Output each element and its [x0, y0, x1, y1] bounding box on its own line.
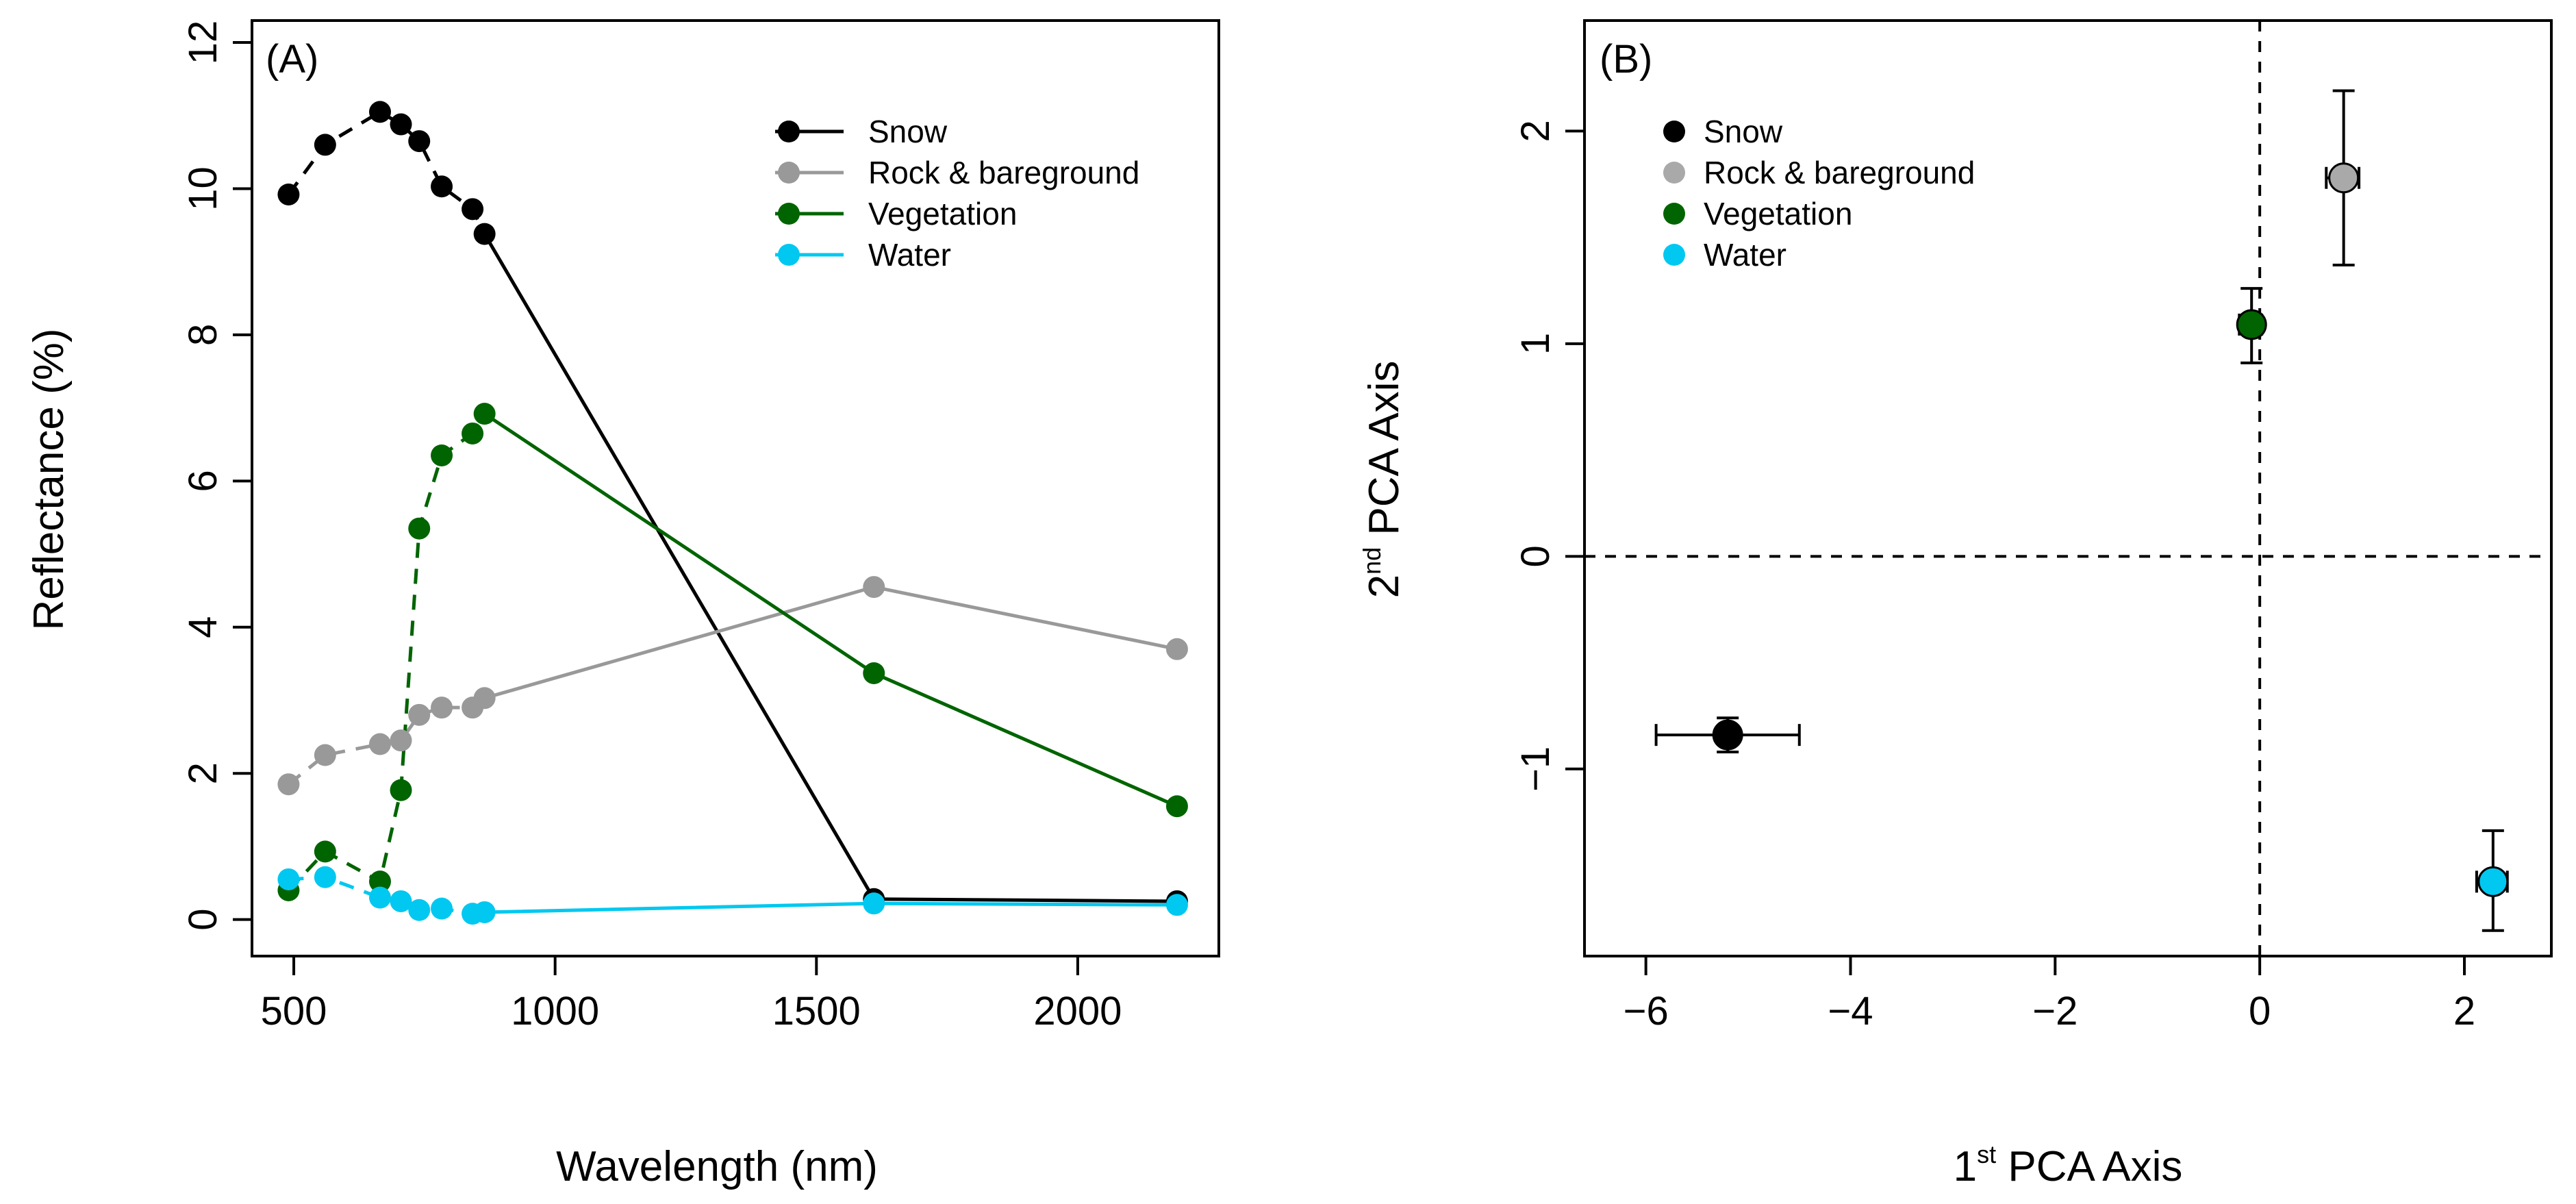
data-point-rock-bareground — [863, 576, 885, 599]
legend-label-vegetation: Vegetation — [868, 196, 1017, 231]
data-point-rock-bareground — [473, 687, 496, 710]
panel-a-x-axis: 500 1000 1500 2000 — [261, 956, 1122, 1033]
panel-b-plot-frame — [1583, 19, 2553, 957]
data-point-water — [390, 890, 412, 912]
data-point-vegetation — [473, 403, 496, 425]
panel-a-y-tick-label: 2 — [181, 762, 225, 784]
data-point-rock-bareground — [1165, 638, 1188, 660]
data-point-rock-bareground — [368, 733, 391, 755]
panel-a-y-tick-label: 8 — [181, 324, 225, 346]
pca-point-water — [2477, 866, 2509, 897]
data-point-vegetation — [431, 444, 453, 466]
data-point-rock-bareground — [408, 703, 431, 726]
legend-marker-vegetation — [1663, 203, 1685, 225]
panel-b-x-tick-label: −4 — [1828, 989, 1873, 1033]
data-point-snow — [462, 198, 484, 221]
panel-a-y-tick-label: 0 — [181, 909, 225, 931]
legend-label-rock-bareground: Rock & bareground — [1704, 155, 1975, 190]
pca-point-snow — [1712, 719, 1743, 751]
panel-a-legend: Snow Rock & bareground Vegetation Water — [775, 114, 1139, 273]
panel-a-plot-frame — [251, 19, 1220, 957]
panel-a-y-axis: 0 2 4 6 8 10 12 — [181, 21, 252, 931]
data-point-snow — [390, 113, 412, 136]
legend-marker-rock-bareground — [778, 162, 800, 184]
panel-b-y-tick-label: 1 — [1513, 333, 1558, 355]
data-point-water — [863, 892, 885, 915]
panel-b-x-axis: −6 −4 −2 0 2 — [1624, 956, 2475, 1033]
data-point-snow — [277, 183, 300, 205]
legend-label-snow: Snow — [868, 114, 948, 149]
data-point-vegetation — [368, 870, 391, 893]
data-point-snow — [408, 130, 431, 153]
data-point-vegetation — [1165, 795, 1188, 818]
legend-marker-water — [1663, 244, 1685, 266]
panel-a-series-points — [277, 101, 1188, 925]
panel-b-y-tick-label: −1 — [1513, 747, 1558, 792]
panel-b-x-tick-label: 2 — [2453, 989, 2475, 1033]
pca-point-vegetation — [2236, 309, 2267, 340]
panel-b-points — [1712, 162, 2509, 897]
data-point-water — [277, 868, 300, 890]
panel-b-x-axis-title: 1st PCA Axis — [1954, 1140, 2183, 1190]
panel-b-legend: Snow Rock & bareground Vegetation Water — [1663, 114, 1975, 273]
panel-a-x-axis-title: Wavelength (nm) — [556, 1143, 878, 1190]
data-point-vegetation — [390, 779, 412, 801]
data-point-water — [408, 899, 431, 921]
data-point-snow — [431, 175, 453, 198]
panel-a-x-tick-label: 1000 — [511, 989, 599, 1033]
panel-b-reference-lines — [1584, 21, 2551, 956]
panel-b-x-tick-label: −6 — [1624, 989, 1669, 1033]
data-point-water — [431, 897, 453, 920]
panel-a-x-tick-label: 1500 — [772, 989, 861, 1033]
data-point-water — [368, 886, 391, 909]
data-point-vegetation — [863, 662, 885, 684]
legend-marker-water — [778, 244, 800, 266]
panel-b-x-tick-label: −2 — [2032, 989, 2078, 1033]
panel-a-label: (A) — [266, 37, 318, 81]
panel-a-x-tick-label: 2000 — [1033, 989, 1122, 1033]
data-point-rock-bareground — [277, 773, 300, 796]
series-line-snow-visible — [287, 110, 486, 235]
data-point-snow — [368, 101, 391, 123]
data-point-rock-bareground — [314, 744, 336, 766]
panel-b-label: (B) — [1600, 37, 1652, 81]
data-point-rock-bareground — [390, 729, 412, 752]
data-point-snow — [314, 134, 336, 156]
pca-point-rock-bareground — [2328, 162, 2360, 194]
data-point-water — [1165, 894, 1188, 916]
data-point-rock-bareground — [431, 697, 453, 719]
panel-a-reflectance-chart: (A) 500 1000 1500 2000 0 2 4 6 8 10 12 Snow Rock &… — [25, 19, 1220, 1190]
panel-b-y-axis: −1 0 1 2 — [1513, 120, 1584, 792]
legend-marker-snow — [778, 121, 800, 142]
data-point-vegetation — [314, 840, 336, 863]
legend-label-rock-bareground: Rock & bareground — [868, 155, 1139, 190]
legend-marker-vegetation — [778, 203, 800, 225]
panel-a-y-tick-label: 4 — [181, 616, 225, 638]
panel-a-y-axis-title: Reflectance (%) — [25, 328, 73, 630]
panel-b-pca-chart: (B) −6 −4 −2 0 2 −1 0 1 2 Snow Rock & bareground… — [1358, 19, 2553, 1190]
legend-label-water: Water — [868, 237, 951, 273]
legend-marker-snow — [1663, 121, 1685, 142]
panel-a-y-tick-label: 12 — [181, 21, 225, 65]
data-point-snow — [473, 223, 496, 245]
panel-a-x-tick-label: 500 — [261, 989, 327, 1033]
panel-b-x-tick-label: 0 — [2249, 989, 2271, 1033]
panel-b-y-tick-label: 0 — [1513, 545, 1558, 567]
data-point-water — [314, 866, 336, 888]
legend-label-vegetation: Vegetation — [1704, 196, 1852, 231]
data-point-vegetation — [462, 422, 484, 444]
legend-marker-rock-bareground — [1663, 162, 1685, 184]
panel-a-y-tick-label: 10 — [181, 166, 225, 211]
panel-a-y-tick-label: 6 — [181, 470, 225, 492]
legend-label-water: Water — [1704, 237, 1786, 273]
panel-b-y-axis-title: 2nd PCA Axis — [1358, 361, 1408, 599]
legend-label-snow: Snow — [1704, 114, 1783, 149]
panel-b-y-tick-label: 2 — [1513, 120, 1558, 142]
data-point-water — [473, 901, 496, 923]
data-point-vegetation — [408, 517, 431, 540]
